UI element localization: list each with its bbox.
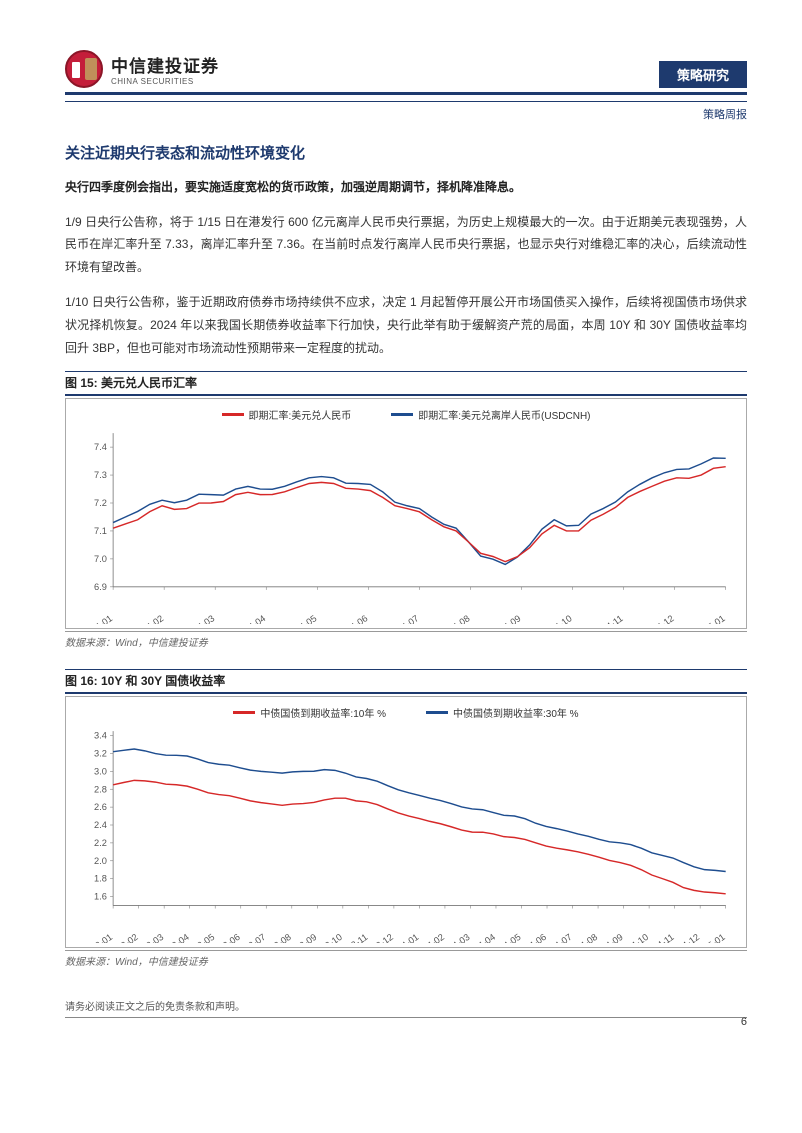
svg-text:3.4: 3.4 xyxy=(94,731,107,741)
svg-text:2024-06: 2024-06 xyxy=(336,614,370,625)
figure-16-title: 图 16: 10Y 和 30Y 国债收益率 xyxy=(65,669,747,694)
svg-text:2024-08: 2024-08 xyxy=(438,614,472,625)
figure-15-title: 图 15: 美元兑人民币汇率 xyxy=(65,371,747,396)
svg-text:3.0: 3.0 xyxy=(94,767,107,777)
svg-text:2024-05: 2024-05 xyxy=(285,614,319,625)
svg-text:2024-02: 2024-02 xyxy=(132,614,166,625)
svg-text:2024-03: 2024-03 xyxy=(183,614,217,625)
figure-16-source: 数据来源：Wind，中信建投证券 xyxy=(65,950,747,968)
svg-text:2.0: 2.0 xyxy=(94,856,107,866)
legend-swatch-red-icon xyxy=(222,413,244,416)
svg-text:2024-09: 2024-09 xyxy=(489,614,523,625)
svg-text:2.4: 2.4 xyxy=(94,820,107,830)
legend-item-10y: 中债国债到期收益率:10年 % xyxy=(233,705,386,720)
disclaimer-footer: 请务必阅读正文之后的免责条款和声明。 xyxy=(65,998,747,1018)
svg-text:7.1: 7.1 xyxy=(94,526,107,536)
svg-text:2024-11: 2024-11 xyxy=(592,614,625,625)
svg-text:2024-04: 2024-04 xyxy=(234,614,268,625)
svg-text:2.8: 2.8 xyxy=(94,785,107,795)
svg-text:1.6: 1.6 xyxy=(94,892,107,902)
svg-text:2023-01: 2023-01 xyxy=(81,932,115,943)
svg-text:2024-01: 2024-01 xyxy=(81,614,115,625)
brand-text: 中信建投证券 CHINA SECURITIES xyxy=(111,52,219,86)
svg-text:2024-12: 2024-12 xyxy=(642,614,676,625)
svg-text:2.2: 2.2 xyxy=(94,838,107,848)
svg-text:7.3: 7.3 xyxy=(94,471,107,481)
figure-16-chart: 中债国债到期收益率:10年 % 中债国债到期收益率:30年 % 1.6 1.8 2.… xyxy=(65,696,747,948)
figure-15-svg: 6.9 7.0 7.1 7.2 7.3 7.4 2024-01 2024-02 2024-03 2… xyxy=(76,428,736,624)
legend-item-30y: 中债国债到期收益率:30年 % xyxy=(426,705,579,720)
svg-text:3.2: 3.2 xyxy=(94,749,107,759)
brand-logo-icon xyxy=(65,50,103,88)
svg-text:6.9: 6.9 xyxy=(94,582,107,592)
page-number: 6 xyxy=(741,1016,747,1028)
section-heading: 关注近期央行表态和流动性环境变化 xyxy=(65,142,747,163)
svg-text:7.2: 7.2 xyxy=(94,498,107,508)
legend-swatch-blue-icon xyxy=(426,711,448,714)
figure-15-source: 数据来源：Wind，中信建投证券 xyxy=(65,631,747,649)
svg-text:2025-01: 2025-01 xyxy=(693,614,727,625)
svg-text:1.8: 1.8 xyxy=(94,874,107,884)
legend-label-cny: 即期汇率:美元兑人民币 xyxy=(249,407,352,422)
logo-block: 中信建投证券 CHINA SECURITIES xyxy=(65,50,219,88)
brand-name-en: CHINA SECURITIES xyxy=(111,77,219,86)
legend-swatch-red-icon xyxy=(233,711,255,714)
header-category-tag: 策略研究 xyxy=(659,61,747,88)
legend-label-10y: 中债国债到期收益率:10年 % xyxy=(260,705,386,720)
legend-item-cny: 即期汇率:美元兑人民币 xyxy=(222,407,352,422)
figure-15-chart: 即期汇率:美元兑人民币 即期汇率:美元兑离岸人民币(USDCNH) 6.9 7.0… xyxy=(65,398,747,629)
svg-text:2024-07: 2024-07 xyxy=(387,614,421,625)
header-subcategory: 策略周报 xyxy=(65,101,747,122)
summary-bold-paragraph: 央行四季度例会指出，要实施适度宽松的货币政策，加强逆周期调节，择机降准降息。 xyxy=(65,177,747,199)
svg-text:7.0: 7.0 xyxy=(94,554,107,564)
legend-item-cnh: 即期汇率:美元兑离岸人民币(USDCNH) xyxy=(391,407,590,422)
svg-text:2.6: 2.6 xyxy=(94,803,107,813)
body-paragraph-1: 1/9 日央行公告称，将于 1/15 日在港发行 600 亿元离岸人民币央行票据… xyxy=(65,211,747,279)
document-header: 中信建投证券 CHINA SECURITIES 策略研究 xyxy=(65,50,747,95)
brand-name-cn: 中信建投证券 xyxy=(111,52,219,77)
legend-swatch-blue-icon xyxy=(391,413,413,416)
svg-text:2024-10: 2024-10 xyxy=(540,614,574,625)
figure-16-legend: 中债国债到期收益率:10年 % 中债国债到期收益率:30年 % xyxy=(76,705,736,720)
body-paragraph-2: 1/10 日央行公告称，鉴于近期政府债券市场持续供不应求，决定 1 月起暂停开展… xyxy=(65,291,747,359)
svg-text:7.4: 7.4 xyxy=(94,443,107,453)
figure-16-svg: 1.61.82.02.22.42.62.83.03.23.42023-01202… xyxy=(76,726,736,943)
legend-label-cnh: 即期汇率:美元兑离岸人民币(USDCNH) xyxy=(418,407,590,422)
legend-label-30y: 中债国债到期收益率:30年 % xyxy=(453,705,579,720)
figure-15-legend: 即期汇率:美元兑人民币 即期汇率:美元兑离岸人民币(USDCNH) xyxy=(76,407,736,422)
